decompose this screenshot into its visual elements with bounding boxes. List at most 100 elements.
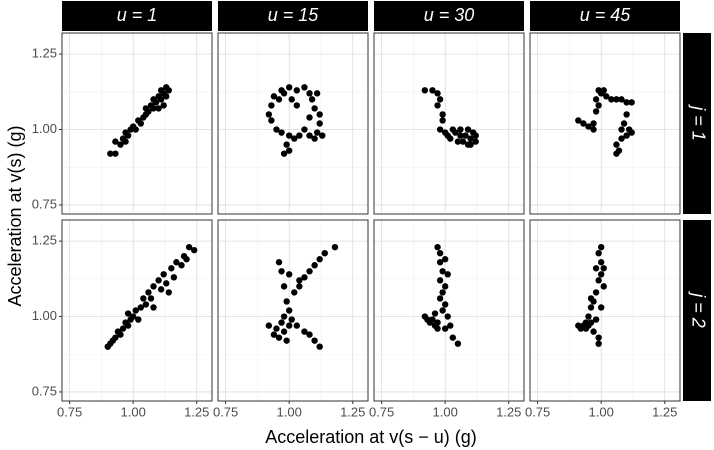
strip [374, 1, 524, 31]
point [273, 126, 280, 133]
point [135, 316, 142, 323]
point [147, 295, 155, 302]
point [285, 132, 293, 139]
point [439, 268, 446, 275]
point [595, 277, 602, 284]
x-tick-label: 0.75 [213, 404, 238, 419]
point [170, 274, 178, 281]
point [592, 96, 600, 103]
x-tick-label: 1.00 [433, 404, 458, 419]
point [265, 322, 273, 329]
panel-background [218, 33, 368, 214]
point [618, 96, 625, 103]
panel-border [61, 219, 213, 402]
strip-label: u = 45 [580, 5, 632, 25]
point [296, 277, 303, 284]
point [280, 313, 288, 320]
point [293, 322, 301, 329]
point [157, 96, 165, 103]
point [280, 90, 288, 97]
point [280, 328, 288, 335]
point [301, 328, 308, 335]
point [132, 307, 139, 314]
point [595, 334, 602, 341]
point [608, 96, 615, 103]
point [592, 265, 600, 272]
panel-border [529, 32, 681, 215]
point [615, 147, 623, 154]
point [278, 319, 285, 326]
point [457, 132, 464, 139]
strip-label: u = 1 [117, 5, 158, 25]
x-tick-label: 1.25 [496, 404, 521, 419]
y-tick-label: 1.00 [32, 121, 57, 136]
point [590, 126, 597, 133]
point [590, 328, 597, 335]
x-tick-label: 1.25 [340, 404, 365, 419]
y-tick-label: 1.25 [32, 46, 57, 61]
point [285, 307, 293, 314]
point [595, 340, 602, 347]
point [293, 102, 301, 109]
point [587, 295, 595, 302]
strip [218, 1, 368, 31]
point [145, 108, 152, 115]
point [585, 313, 592, 320]
point [597, 271, 605, 278]
point [429, 316, 436, 323]
point [285, 322, 293, 329]
point [472, 138, 479, 145]
point [278, 268, 285, 275]
point [296, 283, 303, 290]
point [285, 84, 293, 91]
point [306, 268, 313, 275]
point [587, 304, 595, 311]
point [592, 108, 600, 115]
point [107, 150, 114, 157]
panel-border [217, 219, 369, 402]
point [436, 96, 444, 103]
point [444, 313, 451, 320]
point [117, 331, 124, 338]
point [434, 325, 441, 332]
point [301, 274, 308, 281]
strip-label: j = 2 [688, 290, 708, 328]
x-tick-label: 0.75 [369, 404, 394, 419]
point [444, 271, 451, 278]
point [137, 120, 145, 127]
point [454, 340, 462, 347]
point [112, 334, 119, 341]
point [625, 126, 633, 133]
point [280, 150, 288, 157]
panel-border [373, 219, 525, 402]
point [434, 102, 441, 109]
x-tick-label: 1.00 [121, 404, 146, 419]
point [185, 243, 193, 251]
point [285, 147, 293, 154]
panel-background [218, 220, 368, 401]
point [117, 141, 124, 148]
strip [62, 1, 212, 31]
strip [683, 33, 711, 214]
strip [530, 1, 680, 31]
point [316, 256, 323, 263]
y-tick-label: 0.75 [32, 196, 57, 211]
point [620, 120, 628, 127]
point [137, 304, 145, 311]
strip [683, 220, 711, 401]
point [160, 102, 167, 109]
point [457, 126, 464, 133]
point [191, 246, 198, 254]
point [301, 84, 308, 91]
point [436, 277, 444, 284]
point [441, 325, 449, 332]
point [291, 289, 298, 296]
point [592, 316, 600, 323]
point [331, 243, 339, 251]
point [436, 126, 444, 133]
point [597, 304, 605, 311]
panel-background [530, 33, 680, 214]
point [119, 325, 127, 332]
point [163, 280, 170, 287]
x-tick-label: 1.25 [184, 404, 209, 419]
